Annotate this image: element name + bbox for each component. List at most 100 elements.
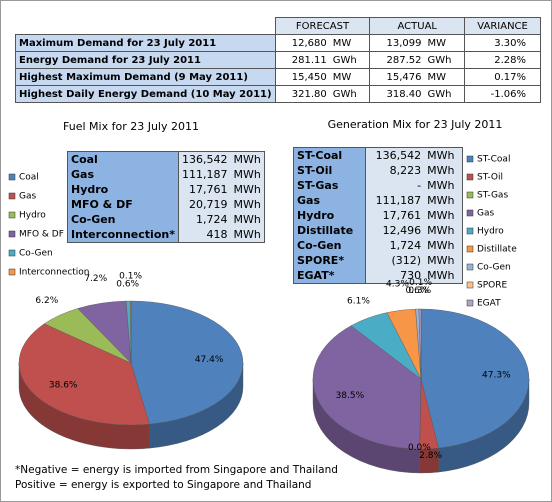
data-label: 0.6% xyxy=(406,286,429,296)
data-label: 6.2% xyxy=(35,296,58,306)
fuel-table: Coal 136,542 MWh Gas 111,187 MWh Hydro 17,761 MW… xyxy=(67,151,265,243)
cell: MWh xyxy=(424,208,463,223)
row: Co-Gen 1,724 MWh xyxy=(67,212,265,227)
cell: 730 xyxy=(365,268,425,284)
cell: MWh xyxy=(230,212,265,227)
legend-label: Interconnection xyxy=(19,268,90,278)
summary-table: FORECAST ACTUAL VARIANCE Maximum Demand for… xyxy=(15,17,541,103)
row: Coal 136,542 MWh xyxy=(67,151,265,167)
header-cell: ACTUAL xyxy=(369,17,466,35)
data-label: 47.4% xyxy=(195,355,224,365)
cell: GWh xyxy=(329,85,371,103)
cell: MWh xyxy=(230,227,265,243)
pie-slice xyxy=(312,325,422,450)
cell: MWh xyxy=(230,167,265,182)
data-label: 47.3% xyxy=(482,370,511,380)
legend-label: EGAT xyxy=(477,299,501,309)
cell: Co-Gen xyxy=(293,238,366,253)
data-label: 2.8% xyxy=(419,451,442,461)
row: Hydro 17,761 MWh xyxy=(293,208,463,223)
cell: MWh xyxy=(230,197,265,212)
legend-label: Co-Gen xyxy=(19,249,53,259)
cell: Highest Maximum Demand (9 May 2011) xyxy=(15,68,276,86)
legend-label: ST-Oil xyxy=(477,173,503,183)
legend-swatch xyxy=(466,155,474,163)
legend-label: Co-Gen xyxy=(477,263,511,273)
cell: MWh xyxy=(424,178,463,193)
legend-swatch xyxy=(466,209,474,217)
legend-swatch xyxy=(466,227,474,235)
cell: 111,187 xyxy=(178,167,231,182)
cell: 321.80 xyxy=(274,85,330,103)
cell: GWh xyxy=(424,85,466,103)
data-label: 4.3% xyxy=(386,279,409,289)
pie-slice xyxy=(18,323,150,426)
row: Highest Daily Energy Demand (10 May 2011… xyxy=(15,85,541,103)
row: Gas 111,187 MWh xyxy=(67,167,265,182)
cell: SPORE* xyxy=(293,253,366,268)
generation-table: ST-Coal 136,542 MWh ST-Oil 8,223 MWh ST-Gas - MW… xyxy=(293,147,463,284)
row: Interconnection* 418 MWh xyxy=(67,227,265,243)
legend-swatch xyxy=(466,191,474,199)
legend-label: Distillate xyxy=(477,245,517,255)
cell: MWh xyxy=(424,253,463,268)
data-label: 0.6% xyxy=(116,279,139,289)
cell: 136,542 xyxy=(365,147,425,163)
data-label: 0.1% xyxy=(119,271,142,281)
cell: Hydro xyxy=(67,182,179,197)
cell: Highest Daily Energy Demand (10 May 2011… xyxy=(15,85,276,103)
cell: MWh xyxy=(424,238,463,253)
note: Positive = energy is exported to Singapo… xyxy=(15,479,312,491)
pie-slice xyxy=(130,300,244,425)
header-cell: FORECAST xyxy=(274,17,371,35)
cell: 20,719 xyxy=(178,197,231,212)
legend-swatch xyxy=(8,249,16,257)
legend-label: Gas xyxy=(19,192,36,202)
legend-label: Hydro xyxy=(19,211,46,221)
cell: 318.40 xyxy=(369,85,425,103)
data-label: 38.5% xyxy=(336,391,365,401)
cell: ST-Oil xyxy=(293,163,366,178)
cell: 12,496 xyxy=(365,223,425,238)
chart-title: Generation Mix for 23 July 2011 xyxy=(328,118,503,131)
legend-label: MFO & DF xyxy=(19,230,64,240)
legend-swatch xyxy=(8,192,16,200)
data-label: -0.1% xyxy=(406,278,433,288)
cell: MWh xyxy=(424,193,463,208)
legend-label: Coal xyxy=(19,173,39,183)
cell: EGAT* xyxy=(293,268,366,284)
cell: -1.06% xyxy=(464,85,541,103)
cell: MWh xyxy=(424,268,463,284)
cell: Gas xyxy=(293,193,366,208)
row: ST-Gas - MWh xyxy=(293,178,463,193)
cell: MFO & DF xyxy=(67,197,179,212)
cell: MWh xyxy=(424,163,463,178)
data-label: 38.6% xyxy=(49,380,78,390)
cell: 136,542 xyxy=(178,151,231,167)
cell: Hydro xyxy=(293,208,366,223)
cell: Gas xyxy=(67,167,179,182)
chart-title: Fuel Mix for 23 July 2011 xyxy=(63,120,199,133)
cell: 8,223 xyxy=(365,163,425,178)
legend-swatch xyxy=(466,263,474,271)
cell: 111,187 xyxy=(365,193,425,208)
legend-label: Hydro xyxy=(477,227,504,237)
legend-swatch xyxy=(8,268,16,276)
row: Distillate 12,496 MWh xyxy=(293,223,463,238)
legend-swatch xyxy=(8,173,16,181)
cell: Distillate xyxy=(293,223,366,238)
cell: ST-Gas xyxy=(293,178,366,193)
cell: Interconnection* xyxy=(67,227,179,243)
note: *Negative = energy is imported from Sing… xyxy=(15,464,338,476)
legend-swatch xyxy=(466,245,474,253)
row: MFO & DF 20,719 MWh xyxy=(67,197,265,212)
cell: ST-Coal xyxy=(293,147,366,163)
row: Hydro 17,761 MWh xyxy=(67,182,265,197)
row: ST-Coal 136,542 MWh xyxy=(293,147,463,163)
legend-swatch xyxy=(466,281,474,289)
cell: - xyxy=(365,178,425,193)
pie-slice xyxy=(130,300,132,364)
cell: MWh xyxy=(424,147,463,163)
